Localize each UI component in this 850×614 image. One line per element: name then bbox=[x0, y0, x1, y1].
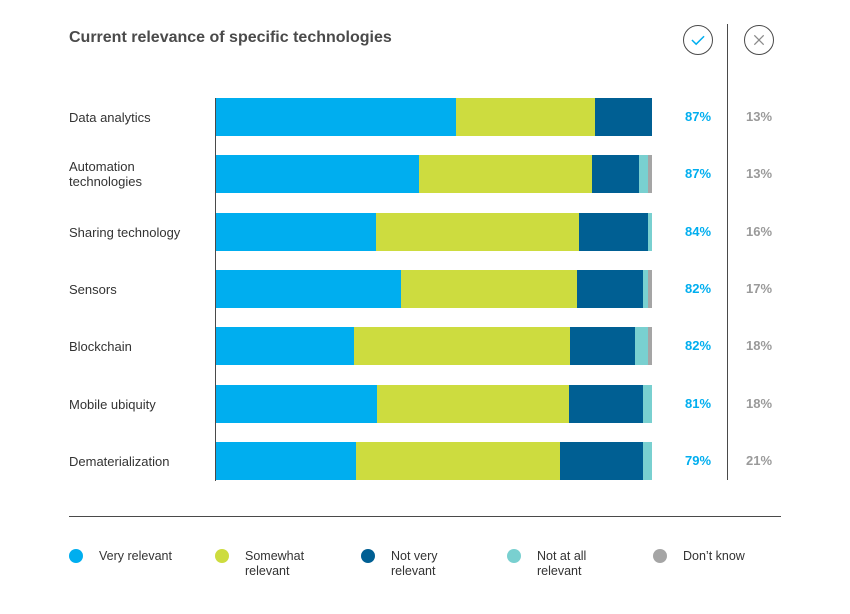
bar-segment-somewhat-relevant bbox=[400, 270, 578, 308]
bar-row bbox=[216, 327, 652, 365]
chart-title: Current relevance of specific technologi… bbox=[69, 29, 392, 46]
row-label: Sensors bbox=[69, 281, 117, 297]
legend-label: Not very relevant bbox=[391, 549, 438, 578]
relevant-percentage: 82% bbox=[684, 338, 712, 353]
not-relevant-percentage: 13% bbox=[745, 109, 773, 124]
bar-segment-not-very-relevant bbox=[577, 270, 644, 308]
bar-segment-very-relevant bbox=[216, 213, 376, 251]
check-icon bbox=[683, 25, 713, 55]
legend-label: Somewhat relevant bbox=[245, 549, 305, 578]
bar-segment-not-at-all-relevant bbox=[639, 155, 648, 193]
relevant-percentage: 87% bbox=[684, 109, 712, 124]
bar-segment-very-relevant bbox=[216, 442, 356, 480]
bar-row bbox=[216, 98, 652, 136]
bar-row bbox=[216, 213, 652, 251]
bar-segment-not-very-relevant bbox=[569, 327, 635, 365]
not-relevant-percentage: 13% bbox=[745, 166, 773, 181]
cross-icon bbox=[744, 25, 774, 55]
legend-swatch bbox=[507, 549, 521, 563]
bar-segment-not-at-all-relevant bbox=[634, 327, 648, 365]
bar-segment-not-very-relevant bbox=[591, 155, 640, 193]
bar-segment-very-relevant bbox=[216, 155, 419, 193]
bar-segment-not-at-all-relevant bbox=[647, 213, 652, 251]
legend-swatch bbox=[215, 549, 229, 563]
bar-row bbox=[216, 270, 652, 308]
bar-segment-very-relevant bbox=[216, 98, 456, 136]
bar-segment-very-relevant bbox=[216, 270, 401, 308]
row-label: Dematerialization bbox=[69, 453, 170, 469]
legend-label: Don’t know bbox=[683, 549, 745, 563]
bar-segment-dont-know bbox=[647, 155, 652, 193]
not-relevant-percentage: 18% bbox=[745, 338, 773, 353]
column-divider bbox=[727, 24, 728, 480]
bar-row bbox=[216, 442, 652, 480]
relevant-percentage: 82% bbox=[684, 281, 712, 296]
row-label: Mobile ubiquity bbox=[69, 396, 156, 412]
bar-segment-not-at-all-relevant bbox=[643, 385, 652, 423]
bar-segment-somewhat-relevant bbox=[455, 98, 596, 136]
legend-swatch bbox=[653, 549, 667, 563]
not-relevant-percentage: 21% bbox=[745, 453, 773, 468]
legend-label: Not at all relevant bbox=[537, 549, 587, 578]
bar-segment-somewhat-relevant bbox=[354, 327, 570, 365]
bar-row bbox=[216, 155, 652, 193]
bar-segment-dont-know bbox=[647, 327, 652, 365]
bar-row bbox=[216, 385, 652, 423]
relevant-percentage: 81% bbox=[684, 396, 712, 411]
legend-swatch bbox=[69, 549, 83, 563]
not-relevant-percentage: 17% bbox=[745, 281, 773, 296]
relevant-percentage: 84% bbox=[684, 224, 712, 239]
row-label: Blockchain bbox=[69, 338, 132, 354]
legend-label: Very relevant bbox=[99, 549, 172, 563]
bar-segment-somewhat-relevant bbox=[377, 385, 570, 423]
bar-segment-not-at-all-relevant bbox=[643, 270, 648, 308]
bar-segment-not-very-relevant bbox=[569, 385, 644, 423]
bar-segment-not-at-all-relevant bbox=[643, 442, 652, 480]
row-label: Data analytics bbox=[69, 109, 151, 125]
row-label: Sharing technology bbox=[69, 224, 181, 240]
relevant-percentage: 79% bbox=[684, 453, 712, 468]
bar-segment-somewhat-relevant bbox=[355, 442, 561, 480]
y-axis-line bbox=[215, 98, 216, 481]
not-relevant-percentage: 18% bbox=[745, 396, 773, 411]
bar-segment-not-very-relevant bbox=[578, 213, 648, 251]
bar-segment-very-relevant bbox=[216, 385, 378, 423]
bar-segment-somewhat-relevant bbox=[375, 213, 579, 251]
bar-segment-not-very-relevant bbox=[560, 442, 644, 480]
bar-segment-dont-know bbox=[647, 270, 652, 308]
row-label: Automation technologies bbox=[69, 159, 142, 189]
bar-segment-somewhat-relevant bbox=[418, 155, 592, 193]
relevant-percentage: 87% bbox=[684, 166, 712, 181]
legend-divider bbox=[69, 516, 781, 517]
bar-segment-not-very-relevant bbox=[595, 98, 652, 136]
bar-segment-very-relevant bbox=[216, 327, 355, 365]
not-relevant-percentage: 16% bbox=[745, 224, 773, 239]
legend-swatch bbox=[361, 549, 375, 563]
